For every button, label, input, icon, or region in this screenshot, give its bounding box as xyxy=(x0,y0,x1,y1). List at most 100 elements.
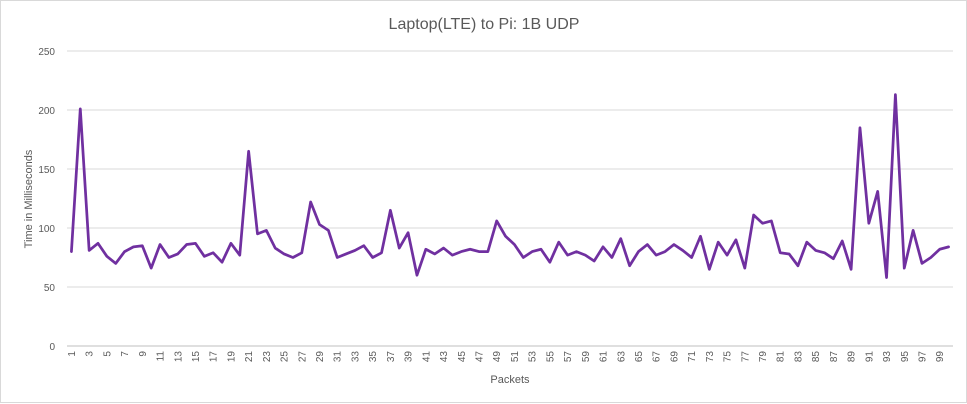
data-point xyxy=(903,267,905,269)
x-tick-label: 73 xyxy=(705,351,716,363)
x-tick-label: 25 xyxy=(280,351,291,363)
data-point xyxy=(726,254,728,256)
data-point xyxy=(487,251,489,253)
data-point xyxy=(425,248,427,250)
x-tick-label: 69 xyxy=(669,351,680,363)
data-point xyxy=(115,262,117,264)
data-point xyxy=(248,150,250,152)
data-point xyxy=(97,242,99,244)
data-point xyxy=(407,232,409,234)
x-tick-label: 19 xyxy=(226,351,237,363)
data-point xyxy=(629,265,631,267)
y-tick-label: 200 xyxy=(38,106,55,117)
data-point xyxy=(859,127,861,129)
data-point xyxy=(141,245,143,247)
x-tick-label: 29 xyxy=(315,351,326,363)
data-point xyxy=(416,274,418,276)
x-tick-label: 35 xyxy=(368,351,379,363)
x-axis-ticks: 1 3 5 7 9 11 13 15 17 19 21 23 25 27 29 31 33 35 37 39 41 43 4… xyxy=(67,351,946,363)
data-point xyxy=(79,108,81,110)
data-point xyxy=(354,249,356,251)
data-point xyxy=(70,251,72,253)
data-point xyxy=(496,220,498,222)
data-point xyxy=(939,248,941,250)
data-point xyxy=(381,252,383,254)
x-tick-label: 65 xyxy=(634,351,645,363)
data-point xyxy=(602,246,604,248)
data-point xyxy=(469,248,471,250)
data-point xyxy=(434,253,436,255)
x-tick-label: 51 xyxy=(510,351,521,363)
x-tick-label: 59 xyxy=(581,351,592,363)
data-point xyxy=(522,257,524,259)
data-point xyxy=(549,261,551,263)
x-tick-label: 95 xyxy=(900,351,911,363)
x-tick-label: 11 xyxy=(156,351,167,362)
data-point xyxy=(620,238,622,240)
data-point xyxy=(673,244,675,246)
data-point xyxy=(948,246,950,248)
data-point xyxy=(877,190,879,192)
x-tick-label: 79 xyxy=(758,351,769,363)
y-axis-title: Time in Milliseconds xyxy=(23,149,35,248)
x-tick-label: 55 xyxy=(545,351,556,363)
y-tick-label: 0 xyxy=(49,342,55,353)
data-point xyxy=(637,251,639,253)
x-tick-label: 5 xyxy=(102,351,113,357)
y-tick-label: 50 xyxy=(44,283,56,294)
x-tick-label: 87 xyxy=(829,351,840,363)
data-point xyxy=(770,220,772,222)
data-point xyxy=(230,242,232,244)
x-tick-label: 61 xyxy=(599,351,610,363)
data-point xyxy=(815,249,817,251)
data-point xyxy=(363,245,365,247)
data-point xyxy=(558,241,560,243)
x-tick-label: 83 xyxy=(793,351,804,363)
x-tick-label: 77 xyxy=(740,351,751,363)
x-tick-label: 81 xyxy=(776,351,787,363)
data-point xyxy=(664,251,666,253)
data-point xyxy=(168,257,170,259)
x-tick-label: 67 xyxy=(652,351,663,363)
data-point xyxy=(593,260,595,262)
data-point xyxy=(894,94,896,96)
data-point xyxy=(646,244,648,246)
data-point xyxy=(460,251,462,253)
data-point xyxy=(824,252,826,254)
data-point xyxy=(540,248,542,250)
x-tick-label: 7 xyxy=(120,351,131,357)
series-layer xyxy=(70,93,950,279)
x-axis-title: Packets xyxy=(490,374,530,386)
data-point xyxy=(505,235,507,237)
x-tick-label: 9 xyxy=(138,351,149,357)
data-point xyxy=(912,229,914,231)
data-point xyxy=(150,267,152,269)
data-point xyxy=(691,257,693,259)
chart-title: Laptop(LTE) to Pi: 1B UDP xyxy=(389,16,580,33)
data-point xyxy=(886,277,888,279)
data-point xyxy=(655,254,657,256)
x-tick-label: 47 xyxy=(474,351,485,363)
data-point xyxy=(319,223,321,225)
data-point xyxy=(336,257,338,259)
data-point xyxy=(177,253,179,255)
x-tick-label: 91 xyxy=(864,351,875,363)
x-tick-label: 15 xyxy=(191,351,202,363)
x-tick-label: 1 xyxy=(67,351,78,357)
data-point xyxy=(159,244,161,246)
data-point xyxy=(221,261,223,263)
x-tick-label: 93 xyxy=(882,351,893,363)
x-tick-label: 53 xyxy=(528,351,539,363)
x-tick-label: 17 xyxy=(209,351,220,363)
data-point xyxy=(584,254,586,256)
data-point xyxy=(779,252,781,254)
data-point xyxy=(699,235,701,237)
data-point xyxy=(194,242,196,244)
data-point xyxy=(868,222,870,224)
data-point xyxy=(531,251,533,253)
data-point xyxy=(372,257,374,259)
data-point xyxy=(797,265,799,267)
x-tick-label: 37 xyxy=(386,351,397,363)
x-tick-label: 13 xyxy=(173,351,184,363)
data-point xyxy=(832,258,834,260)
